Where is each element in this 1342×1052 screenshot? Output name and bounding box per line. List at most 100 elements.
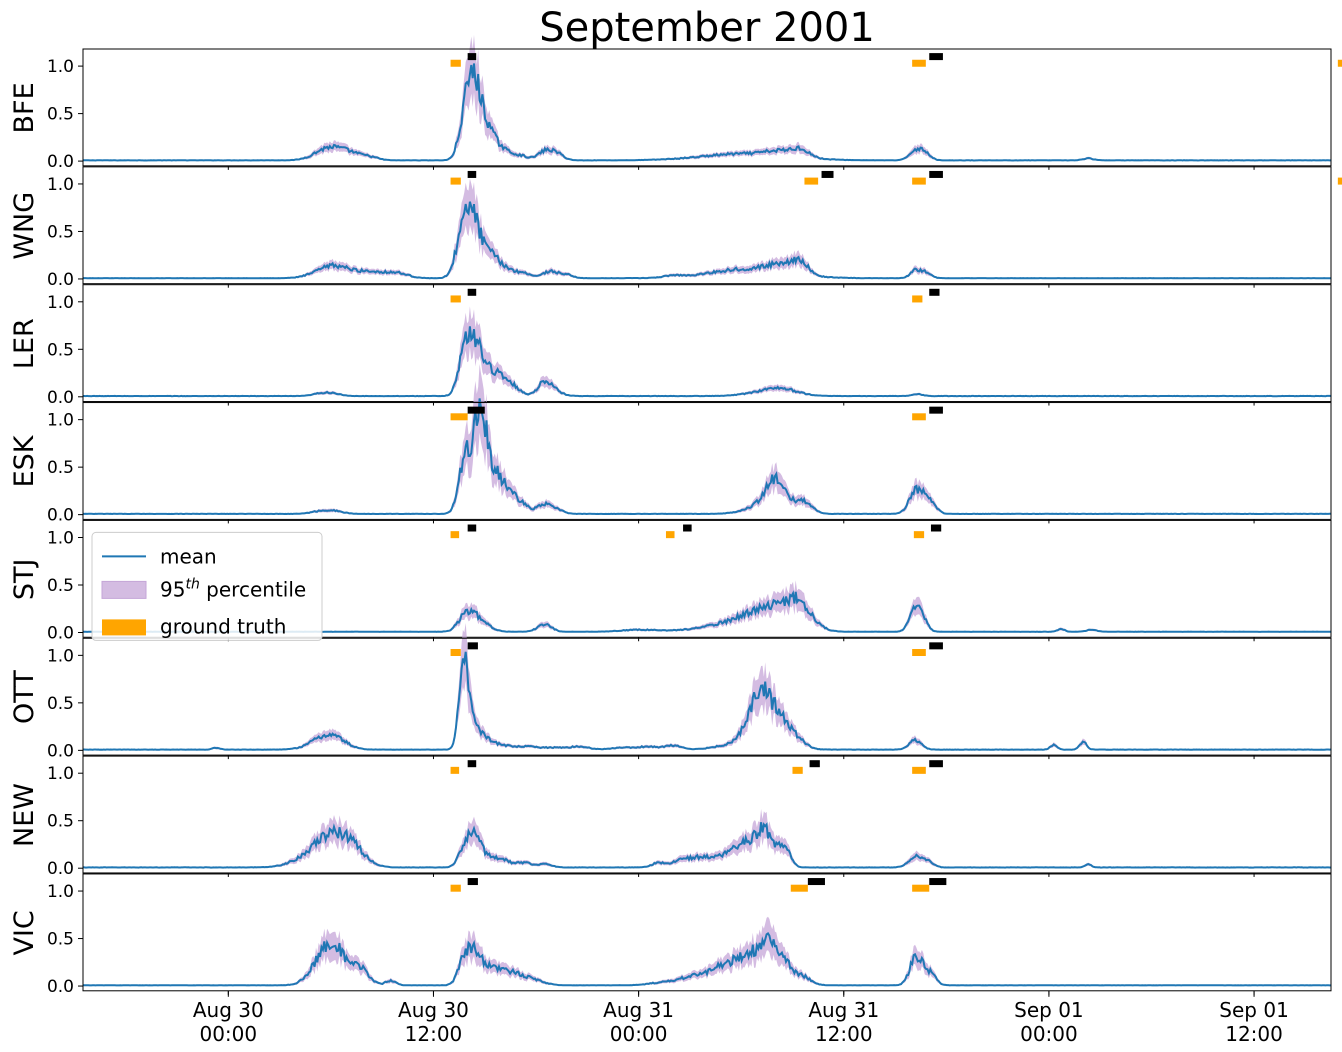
station-label: STJ [9, 559, 40, 601]
x-tick-label: 12:00 [405, 1022, 463, 1046]
panel-ler: LER 0.0 0.5 1.0 [9, 284, 1332, 408]
y-tick-label: 0.5 [47, 340, 74, 360]
ground-truth-bar [790, 884, 808, 892]
percentile-band [83, 364, 1331, 515]
x-tick-label: Aug 31 [603, 998, 674, 1022]
panel-frame [82, 48, 1332, 167]
x-tick-label: 12:00 [1225, 1022, 1283, 1046]
panel-frame [82, 755, 1332, 874]
station-label: ESK [9, 434, 40, 487]
ground-truth-bar [665, 531, 675, 539]
prediction-bar [929, 760, 943, 768]
ground-truth-bar [450, 766, 460, 774]
percentile-band [83, 306, 1331, 397]
panel-esk: ESK 0.0 0.5 1.0 [9, 364, 1332, 526]
percentile-band [83, 34, 1331, 162]
prediction-bar [929, 288, 940, 296]
station-label: NEW [9, 783, 40, 847]
y-tick-label: 1.0 [47, 175, 74, 195]
prediction-bar [467, 288, 477, 296]
prediction-bar [467, 760, 477, 768]
y-tick-label: 1.0 [47, 882, 74, 902]
legend-band-swatch [101, 580, 147, 599]
station-label: VIC [9, 910, 40, 955]
panel-bfe: BFE 0.0 0.5 1.0 [9, 34, 1342, 172]
prediction-bar [930, 524, 942, 532]
panel-frame [82, 519, 1332, 638]
y-tick-label: 1.0 [47, 529, 74, 549]
panel-stj: STJ 0.0 0.5 1.0 [9, 519, 1332, 644]
ground-truth-bar [912, 766, 926, 774]
mean-line [82, 63, 1331, 162]
y-tick-label: 0.0 [47, 624, 74, 644]
mean-line [82, 398, 1331, 516]
y-tick-label: 0.0 [47, 506, 74, 526]
y-tick-label: 1.0 [47, 57, 74, 77]
y-tick-label: 0.0 [47, 270, 74, 290]
panel-wng: WNG 0.0 0.5 1.0 [9, 166, 1342, 290]
prediction-bar [929, 170, 943, 178]
x-tick-label: 12:00 [815, 1022, 873, 1046]
ground-truth-bar [792, 766, 803, 774]
prediction-bar [929, 406, 943, 414]
y-tick-label: 0.5 [47, 930, 74, 950]
ground-truth-bar [1337, 177, 1342, 185]
ground-truth-bar [912, 177, 926, 185]
ground-truth-bar [450, 884, 461, 892]
legend-truth-swatch [102, 619, 146, 636]
prediction-bar [807, 878, 825, 886]
panel-frame [82, 402, 1332, 520]
percentile-band [83, 809, 1331, 869]
panel-ott: OTT 0.0 0.5 1.0 [9, 623, 1332, 761]
station-label: LER [9, 318, 40, 369]
mean-line [83, 651, 1332, 751]
percentile-band [83, 623, 1331, 751]
y-tick-label: 0.5 [47, 105, 74, 125]
panel-frame [82, 873, 1332, 992]
y-tick-label: 0.5 [47, 812, 74, 832]
y-tick-label: 0.0 [47, 859, 74, 879]
x-tick-label: Aug 31 [808, 998, 879, 1022]
panel-frame [82, 637, 1332, 756]
y-tick-label: 1.0 [47, 764, 74, 784]
legend: mean 95th percentile ground truth [91, 531, 323, 641]
station-label: BFE [9, 82, 40, 133]
prediction-bar [683, 524, 692, 532]
y-tick-label: 1.0 [47, 646, 74, 666]
prediction-bar [821, 170, 834, 178]
y-tick-label: 0.5 [47, 694, 74, 714]
ground-truth-bar [912, 884, 930, 892]
prediction-bar [809, 760, 820, 768]
x-tick-label: 00:00 [199, 1022, 257, 1046]
y-tick-label: 1.0 [47, 293, 74, 313]
station-label: WNG [9, 192, 40, 260]
panel-vic: VIC 0.0 0.5 1.0 [9, 873, 1332, 997]
ground-truth-bar [912, 295, 923, 303]
y-tick-label: 0.5 [47, 458, 74, 478]
ground-truth-bar [912, 649, 926, 656]
prediction-bar [929, 53, 943, 61]
legend-truth-label: ground truth [160, 614, 286, 638]
ground-truth-bar [912, 59, 926, 67]
y-tick-label: 0.0 [47, 152, 74, 172]
x-tick-label: Aug 30 [398, 998, 469, 1022]
x-tick-label: 00:00 [610, 1022, 668, 1046]
mean-line [83, 201, 1332, 280]
y-tick-label: 0.0 [47, 388, 74, 408]
ground-truth-bar [1337, 59, 1342, 67]
mean-line [83, 326, 1332, 398]
panel-frame [82, 166, 1332, 285]
ground-truth-bar [450, 531, 460, 539]
ground-truth-bar [450, 295, 461, 303]
mean-line [82, 822, 1332, 869]
legend-band-label: 95th percentile [160, 576, 306, 601]
x-tick-label: Sep 01 [1014, 998, 1084, 1022]
y-tick-label: 0.5 [47, 576, 74, 596]
ground-truth-bar [450, 649, 461, 656]
x-tick-label: Aug 30 [193, 998, 264, 1022]
prediction-bar [467, 53, 477, 61]
y-tick-label: 0.0 [47, 977, 74, 997]
percentile-band [83, 178, 1331, 279]
chart-title: September 2001 [539, 5, 875, 51]
